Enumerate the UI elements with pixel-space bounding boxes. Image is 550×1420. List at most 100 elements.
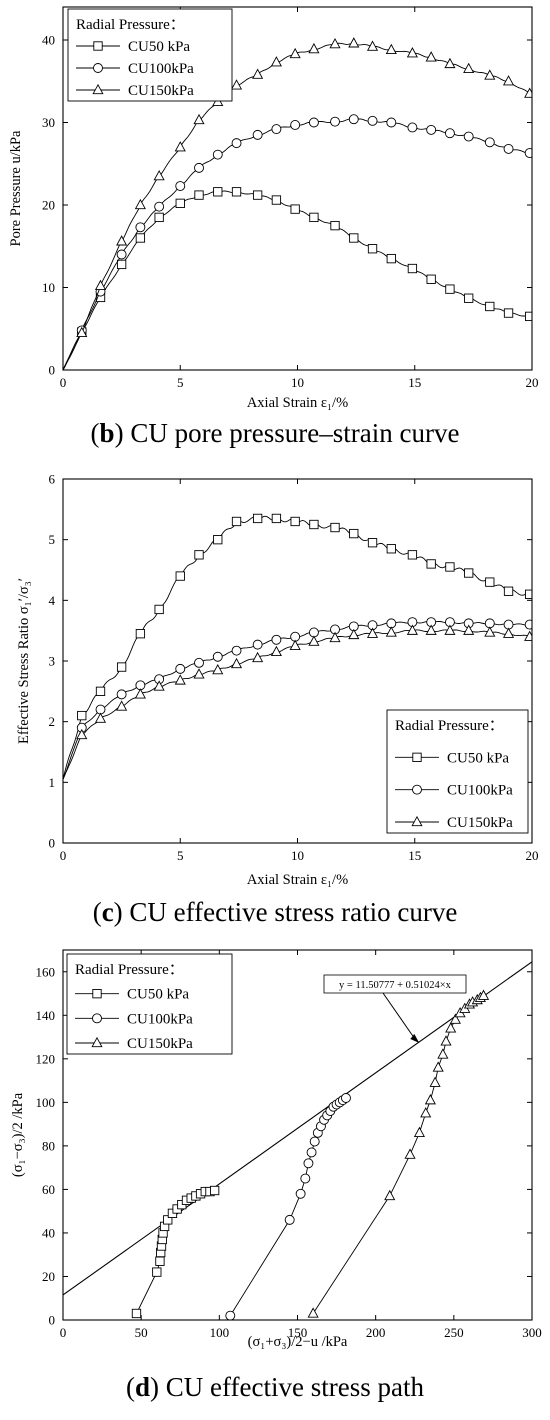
legend-title: Radial Pressure： [395, 718, 504, 734]
legend-label: CU150kPa [127, 1036, 193, 1052]
data-point-triangle [444, 624, 456, 635]
data-point-triangle [385, 43, 397, 55]
y-tick-label: 5 [49, 532, 56, 547]
data-point-circle [308, 117, 319, 128]
data-point-square [464, 293, 474, 303]
plot-frame [62, 949, 533, 1321]
data-point-triangle [270, 56, 282, 67]
data-point-triangle [449, 1013, 461, 1024]
caption-stress-path: (d) CU effective stress path [126, 1372, 424, 1402]
data-point-triangle [308, 42, 320, 54]
legend-label: CU100kPa [128, 61, 194, 77]
data-point-square [213, 187, 223, 197]
data-point-circle [154, 201, 165, 212]
legend-marker-square [93, 41, 103, 51]
data-point-triangle [94, 712, 107, 723]
caption-stress-ratio: (c) CU effective stress ratio curve [92, 897, 458, 927]
data-point-square [194, 550, 204, 560]
x-tick-label: 5 [177, 375, 184, 390]
y-tick-label: 100 [36, 1095, 56, 1110]
data-point-triangle [230, 657, 243, 669]
data-point-square [309, 519, 319, 530]
fit-equation-label: y = 11.50777 + 0.51024×x [339, 980, 452, 991]
chart-panel-stress-path: 0 50 100 150 200 250 300 0 20 40 60 80 100 120 140 160 y… [0, 942, 550, 1354]
caption-letter: d [135, 1372, 151, 1402]
data-point-circle [231, 138, 242, 149]
y-tick-label: 10 [42, 280, 55, 295]
x-tick-label: 250 [444, 1325, 464, 1340]
data-point-circle [330, 116, 340, 127]
data-point-triangle [116, 700, 128, 711]
legend-title: Radial Pressure： [76, 17, 185, 33]
series-square [63, 187, 532, 370]
data-point-square [213, 535, 223, 545]
y-tick-label: 20 [42, 198, 55, 213]
data-point-triangle [193, 668, 205, 679]
legend-label: CU100kPa [447, 783, 513, 799]
data-point-square [525, 589, 532, 599]
data-point-square [116, 662, 127, 672]
caption-letter: c [101, 897, 114, 927]
caption-pore-pressure: (b) CU pore pressure–strain curve [90, 418, 460, 448]
data-point-square [290, 204, 300, 214]
y-tick-label: 30 [42, 115, 55, 130]
data-point-square [445, 284, 455, 294]
legend-label: CU150kPa [128, 83, 194, 99]
series-line [312, 995, 484, 1314]
legend-box [386, 709, 529, 834]
data-point-triangle [524, 630, 532, 641]
fit-annotation-arrowhead [410, 1033, 420, 1043]
data-point-triangle [329, 631, 341, 643]
data-point-triangle [502, 75, 515, 86]
x-tick-label: 20 [526, 848, 539, 863]
data-point-square [349, 233, 359, 243]
data-point-circle [271, 124, 282, 135]
y-tick-label: 0 [49, 836, 56, 851]
pore-pressure-chart-svg: 0 5 10 15 20 0 10 20 30 40 Radial Pressure： CU50 kP… [8, 6, 539, 411]
data-point-circle [295, 1188, 306, 1199]
data-point-square [485, 301, 495, 312]
data-point-triangle [366, 40, 379, 51]
data-point-triangle [413, 1126, 425, 1137]
series-square [63, 513, 532, 780]
x-tick-label: 0 [60, 848, 67, 863]
data-point-triangle [484, 69, 496, 80]
legend-marker-square [92, 989, 102, 999]
data-point-circle [524, 619, 532, 630]
data-point-circle [194, 162, 204, 173]
data-point-triangle [366, 627, 379, 638]
data-point-square [271, 513, 282, 524]
data-point-triangle [193, 113, 205, 125]
caption-text: CU effective stress path [159, 1372, 424, 1402]
data-point-triangle [524, 87, 532, 98]
data-point-square [290, 516, 300, 527]
series-triangle [307, 989, 490, 1318]
legend-marker-triangle [91, 1036, 103, 1048]
series-triangle [63, 37, 532, 370]
data-point-circle [444, 128, 455, 139]
data-point-circle [426, 124, 437, 135]
data-point-triangle [153, 169, 165, 181]
x-axis-label: Axial Strain ε₁/% [247, 395, 348, 411]
data-point-square [135, 629, 146, 639]
data-point-circle [116, 249, 127, 260]
data-point-square [367, 538, 378, 548]
data-point-square [209, 1185, 220, 1196]
legend-label: CU100kPa [127, 1011, 193, 1027]
data-point-circle [194, 657, 204, 668]
data-point-circle [284, 1214, 295, 1225]
y-tick-label: 6 [49, 472, 56, 487]
data-point-circle [484, 137, 495, 148]
data-point-circle [309, 1136, 320, 1147]
data-point-triangle [307, 1307, 319, 1318]
data-point-square [309, 212, 319, 223]
series-line [63, 190, 530, 370]
plot-frame [62, 6, 533, 371]
x-tick-label: 15 [408, 375, 421, 390]
legend-label: CU50 kPa [447, 750, 509, 766]
data-point-circle [407, 122, 418, 133]
data-point-circle [341, 1093, 351, 1103]
chart-panel-stress-ratio: 0 5 10 15 20 0 1 2 3 4 5 6 Radial Pressure： CU50 kPa C… [0, 470, 550, 890]
y-tick-label: 3 [49, 654, 56, 669]
legend-label: CU150kPa [447, 815, 513, 831]
